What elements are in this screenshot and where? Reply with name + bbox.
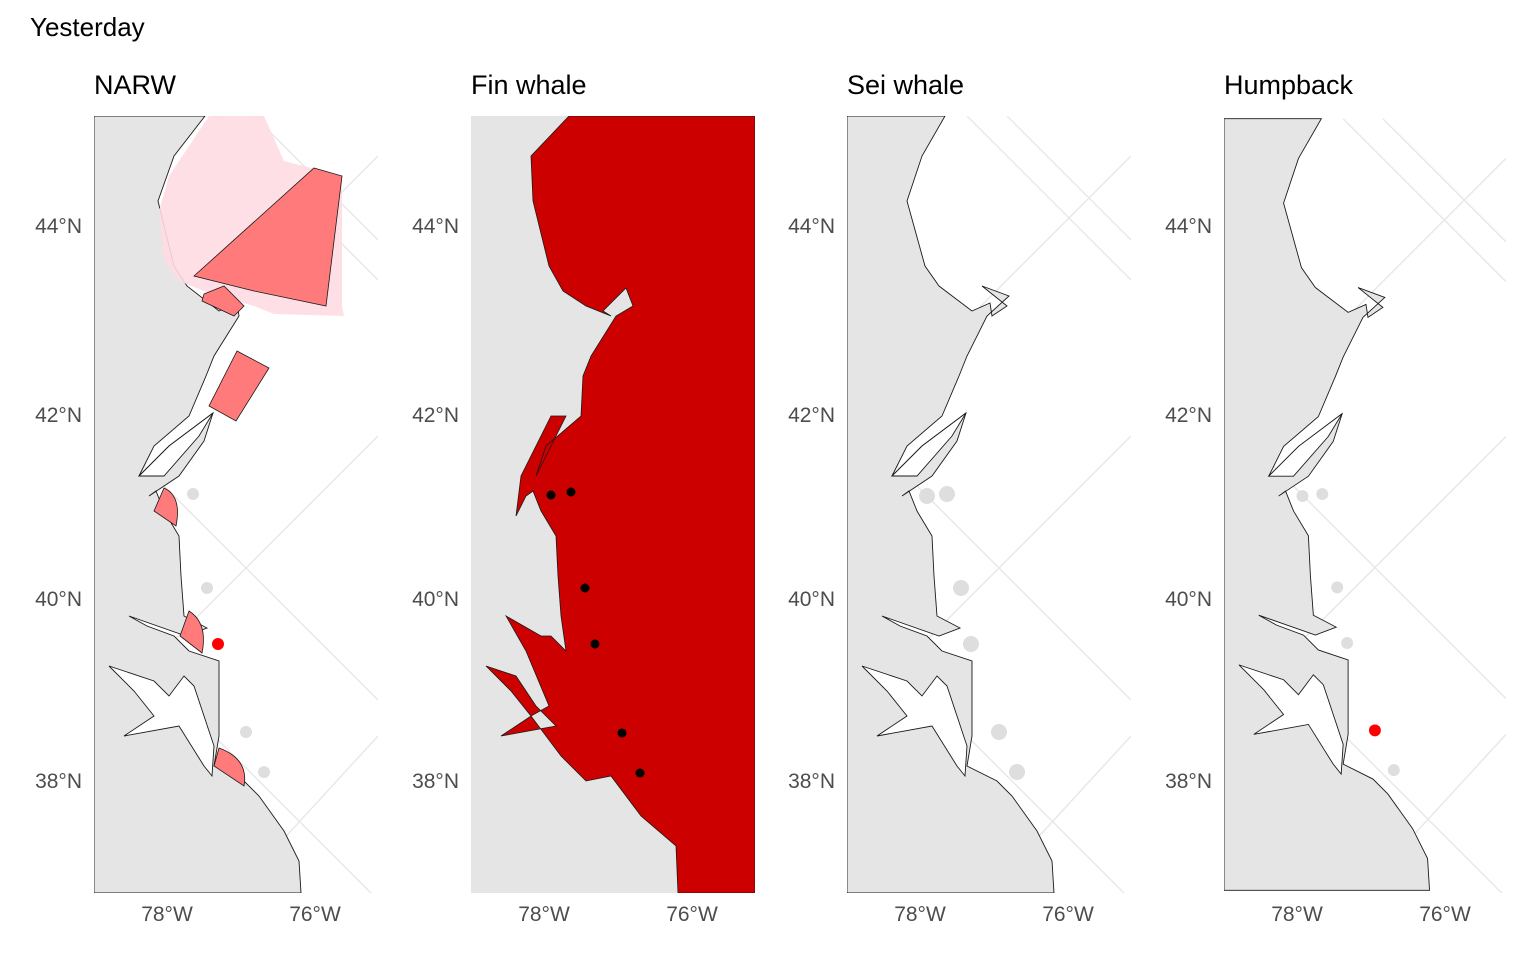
land-inlet [890, 412, 967, 477]
main-title: Yesterday [30, 12, 145, 42]
panel-fin-whale: Fin whale 44°N 42°N 40°N 38°N 78°W 76°W [377, 0, 757, 960]
lat-label-38: 38°N [35, 770, 82, 793]
panel-title-humpback: Humpback [1224, 70, 1354, 100]
lat-label-42: 42°N [412, 404, 459, 427]
land-inlet [108, 665, 215, 778]
lat-label-44: 44°N [412, 215, 459, 238]
lat-label-38: 38°N [1165, 770, 1212, 793]
narw-zone-dark [201, 285, 245, 317]
panel-sei-whale: Sei whale 44°N 42°N 40°N 38°N [753, 0, 1133, 960]
absent-points [187, 488, 270, 778]
panel-humpback: Humpback 44°N 42°N 40°N 38°N [1130, 0, 1510, 960]
lat-label-40: 40°N [35, 588, 82, 611]
lon-label-76: 76°W [1419, 903, 1471, 926]
observation-points [546, 487, 645, 778]
present-point [1368, 724, 1381, 737]
land-inlet [137, 412, 214, 477]
lat-label-44: 44°N [788, 215, 835, 238]
panel-narw: NARW 44°N 42°N 40°N 38°N [0, 0, 380, 960]
narw-zone-dark [153, 487, 178, 527]
present-point [212, 638, 224, 650]
panel-title-narw: NARW [94, 70, 177, 100]
narw-zone-dark [179, 610, 204, 654]
absent-points [1296, 488, 1400, 777]
land-inlet [1238, 664, 1344, 776]
absent-points [919, 486, 1025, 780]
lat-label-44: 44°N [1165, 215, 1212, 238]
lat-label-42: 42°N [1165, 404, 1212, 427]
narw-zone-dark [213, 747, 246, 787]
panel-title-fin-whale: Fin whale [471, 70, 587, 100]
lat-label-38: 38°N [788, 770, 835, 793]
fin-whale-area [485, 116, 755, 893]
lat-label-44: 44°N [35, 215, 82, 238]
map-fin-whale [471, 116, 755, 893]
lat-label-38: 38°N [412, 770, 459, 793]
map-humpback [1224, 116, 1506, 893]
lon-label-78: 78°W [518, 903, 570, 926]
map-narw [94, 116, 378, 893]
narw-zone-dark [193, 167, 343, 307]
lon-label-76: 76°W [666, 903, 718, 926]
lat-label-40: 40°N [1165, 588, 1212, 611]
lat-label-40: 40°N [788, 588, 835, 611]
land-inlet [861, 665, 968, 778]
land-inlet [1267, 413, 1343, 477]
narw-zone-dark [208, 350, 270, 422]
map-sei-whale [847, 116, 1131, 893]
panel-title-sei-whale: Sei whale [847, 70, 965, 100]
lon-label-78: 78°W [894, 903, 946, 926]
lon-label-78: 78°W [1271, 903, 1323, 926]
lon-label-76: 76°W [1042, 903, 1094, 926]
lon-label-76: 76°W [289, 903, 341, 926]
lon-label-78: 78°W [141, 903, 193, 926]
lat-label-42: 42°N [788, 404, 835, 427]
lat-label-42: 42°N [35, 404, 82, 427]
lat-label-40: 40°N [412, 588, 459, 611]
